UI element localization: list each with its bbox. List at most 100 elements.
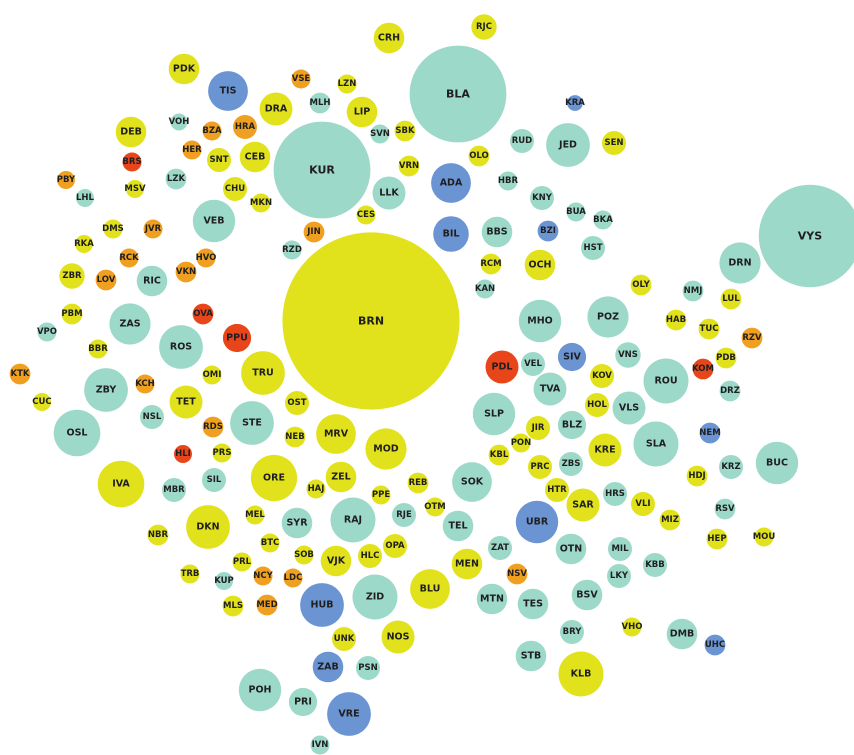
bubble-mlh: MLH (310, 92, 331, 114)
bubble-circle (558, 651, 604, 697)
bubble-dkn: DKN (186, 505, 230, 549)
bubble-label: MED (256, 600, 277, 610)
bubble-tis: TIS (208, 71, 248, 111)
bubble-zas: ZAS (109, 303, 151, 345)
bubble-kre: KRE (588, 433, 622, 467)
bubble-tru: TRU (241, 351, 285, 395)
bubble-circle (165, 168, 187, 190)
bubble-label: ZEL (331, 472, 350, 483)
bubble-circle (755, 441, 799, 485)
bubble-circle (526, 416, 550, 440)
bubble-circle (175, 261, 197, 283)
bubble-circle (230, 401, 274, 445)
bubble-label: PDB (716, 353, 736, 363)
bubble-circle (560, 620, 584, 644)
bubble-llk: LLK (372, 176, 406, 210)
bubble-circle (410, 569, 450, 609)
bubble-ppu: PPU (222, 323, 252, 353)
bubble-label: RCM (480, 259, 501, 269)
bubble-label: BBS (486, 227, 507, 238)
bubble-mls: MLS (222, 595, 244, 617)
bubble-neb: NEB (284, 426, 306, 448)
bubble-label: RSV (715, 504, 735, 514)
bubble-iva: IVA (97, 460, 145, 508)
bubble-label: HRA (235, 122, 256, 132)
bubble-circle (485, 350, 519, 384)
bubble-circle (284, 426, 306, 448)
bubble-circle (545, 478, 569, 502)
bubble-circle (306, 479, 326, 499)
bubble-hep: HEP (706, 528, 728, 550)
bubble-rzv: RZV (741, 327, 763, 349)
bubble-ste: STE (230, 401, 274, 445)
bubble-tes: TES (517, 588, 549, 620)
bubble-pon: PON (511, 433, 531, 453)
bubble-label: SVN (370, 129, 390, 139)
bubble-circle (481, 216, 513, 248)
bubble-mel: MEL (245, 505, 265, 525)
bubble-label: PSN (358, 663, 377, 673)
bubble-blu: BLU (410, 569, 450, 609)
bubble-circle (37, 322, 57, 342)
bubble-circle (233, 115, 257, 139)
bubble-circle (291, 69, 311, 89)
bubble-sbk: SBK (394, 120, 416, 142)
bubble-label: RCK (119, 253, 139, 263)
bubble-circle (602, 131, 626, 155)
bubble-lip: LIP (346, 96, 378, 128)
bubble-circle (557, 410, 587, 440)
bubble-kov: KOV (590, 364, 614, 388)
bubble-sil: SIL (202, 468, 226, 492)
bubble-circle (488, 444, 510, 466)
bubble-vys: VYS (758, 184, 854, 288)
bubble-label: HLI (175, 449, 191, 459)
bubble-rjc: RJC (471, 14, 497, 40)
bubble-lhl: LHL (76, 189, 95, 207)
bubble-label: DRZ (720, 386, 740, 396)
bubble-label: CUC (32, 397, 51, 407)
bubble-kup: KUP (214, 572, 234, 590)
bubble-circle (524, 249, 556, 281)
bubble-unk: UNK (332, 627, 356, 651)
bubble-label: TRB (181, 569, 200, 579)
bubble-hst: HST (581, 236, 605, 260)
bubble-circle (567, 95, 583, 111)
bubble-circle (480, 253, 502, 275)
bubble-vli: VLI (631, 492, 655, 516)
bubble-ric: RIC (136, 265, 168, 297)
bubble-drz: DRZ (719, 380, 741, 402)
bubble-label: SOK (461, 477, 484, 488)
bubble-label: VNS (618, 350, 638, 360)
bubble-circle (373, 22, 405, 54)
bubble-circle (754, 527, 774, 547)
bubble-label: KRZ (721, 462, 740, 472)
bubble-circle (97, 460, 145, 508)
bubble-circle (365, 428, 407, 470)
bubble-label: JIN (306, 227, 320, 237)
bubble-lov: LOV (95, 269, 117, 291)
bubble-circle (76, 189, 94, 207)
bubble-circle (581, 236, 605, 260)
bubble-label: HUB (311, 600, 334, 611)
bubble-circle (332, 627, 356, 651)
bubble-bil: BIL (433, 216, 469, 252)
bubble-label: SBK (395, 126, 415, 136)
bubble-hab: HAB (665, 309, 687, 331)
bubble-label: JVR (144, 224, 162, 234)
bubble-label: STE (242, 418, 262, 429)
bubble-circle (135, 374, 155, 394)
bubble-circle (498, 171, 518, 191)
bubble-label: PRI (294, 697, 312, 708)
bubble-cuc: CUC (32, 393, 52, 411)
bubble-label: MLH (310, 98, 331, 108)
bubble-circle (95, 269, 117, 291)
bubble-jin: JIN (303, 221, 325, 243)
bubble-circle (245, 505, 265, 525)
bubble-label: RJE (396, 510, 412, 520)
bubble-circle (202, 121, 222, 141)
bubble-label: BTC (261, 538, 280, 548)
bubble-label: SEN (604, 138, 623, 148)
bubble-circle (633, 421, 679, 467)
bubble-circle (320, 545, 352, 577)
